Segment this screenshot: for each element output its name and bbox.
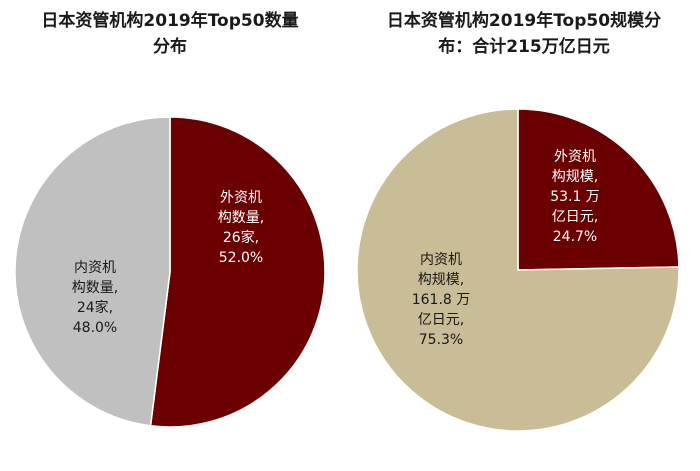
chart2-title-line2: 布：合计215万亿日元 bbox=[438, 37, 610, 57]
chart1-slice-1-label-line-1: 外资机 bbox=[220, 190, 262, 206]
chart1-slice-2 bbox=[14, 116, 171, 427]
chart1-slice-1-label: 外资机构数量, 26家, 52.0% bbox=[218, 190, 264, 266]
chart1-slice-2-label-line-1: 内资机 bbox=[74, 260, 116, 276]
chart2-slice-2-label-line-2: 构规模, bbox=[418, 272, 464, 288]
chart2-slice-1 bbox=[517, 108, 680, 271]
chart1-slice-1 bbox=[149, 116, 326, 428]
chart2-slice-1-label: 外资机构规模, 53.1 万亿日元, 24.7% bbox=[550, 149, 600, 245]
chart1-slice-1-label-line-4: 52.0% bbox=[219, 250, 263, 266]
chart2-title: 日本资管机构2019年Top50规模分 布：合计215万亿日元 bbox=[358, 8, 690, 60]
chart2-slice-1-label-line-4: 亿日元, bbox=[552, 209, 598, 225]
chart2-slice-2-label-line-3: 161.8 万 bbox=[412, 292, 471, 308]
chart2-slice-2-label: 内资机构规模, 161.8 万亿日元, 75.3% bbox=[412, 252, 471, 348]
chart2-slice-2-label-line-5: 75.3% bbox=[419, 332, 463, 348]
chart1-slice-2-label: 内资机构数量, 24家, 48.0% bbox=[72, 260, 118, 336]
chart2-slice-2-label-line-4: 亿日元, bbox=[418, 312, 464, 328]
chart2-slice-2 bbox=[356, 108, 680, 432]
chart1-slice-2-label-line-3: 24家, bbox=[77, 299, 113, 316]
chart2-slice-1-label-line-2: 构规模, bbox=[552, 169, 598, 185]
chart1-slice-2-label-line-2: 构数量, bbox=[72, 280, 118, 296]
chart1-slice-2-label-line-4: 48.0% bbox=[73, 320, 117, 336]
chart2-slice-1-label-line-1: 外资机 bbox=[554, 149, 596, 165]
chart2-slice-1-label-line-5: 24.7% bbox=[553, 229, 597, 245]
chart2-title-line1: 日本资管机构2019年Top50规模分 bbox=[386, 11, 662, 31]
chart2-slice-2-label-line-1: 内资机 bbox=[420, 252, 462, 268]
chart1-slice-1-label-line-2: 构数量, bbox=[218, 210, 264, 226]
chart1-title-line2: 分布 bbox=[153, 37, 187, 57]
chart1-slice-1-label-line-3: 26家, bbox=[223, 229, 259, 246]
chart1-title: 日本资管机构2019年Top50数量 分布 bbox=[10, 8, 330, 60]
chart2-slice-1-label-line-3: 53.1 万 bbox=[550, 189, 600, 205]
chart1-title-line1: 日本资管机构2019年Top50数量 bbox=[41, 11, 299, 31]
